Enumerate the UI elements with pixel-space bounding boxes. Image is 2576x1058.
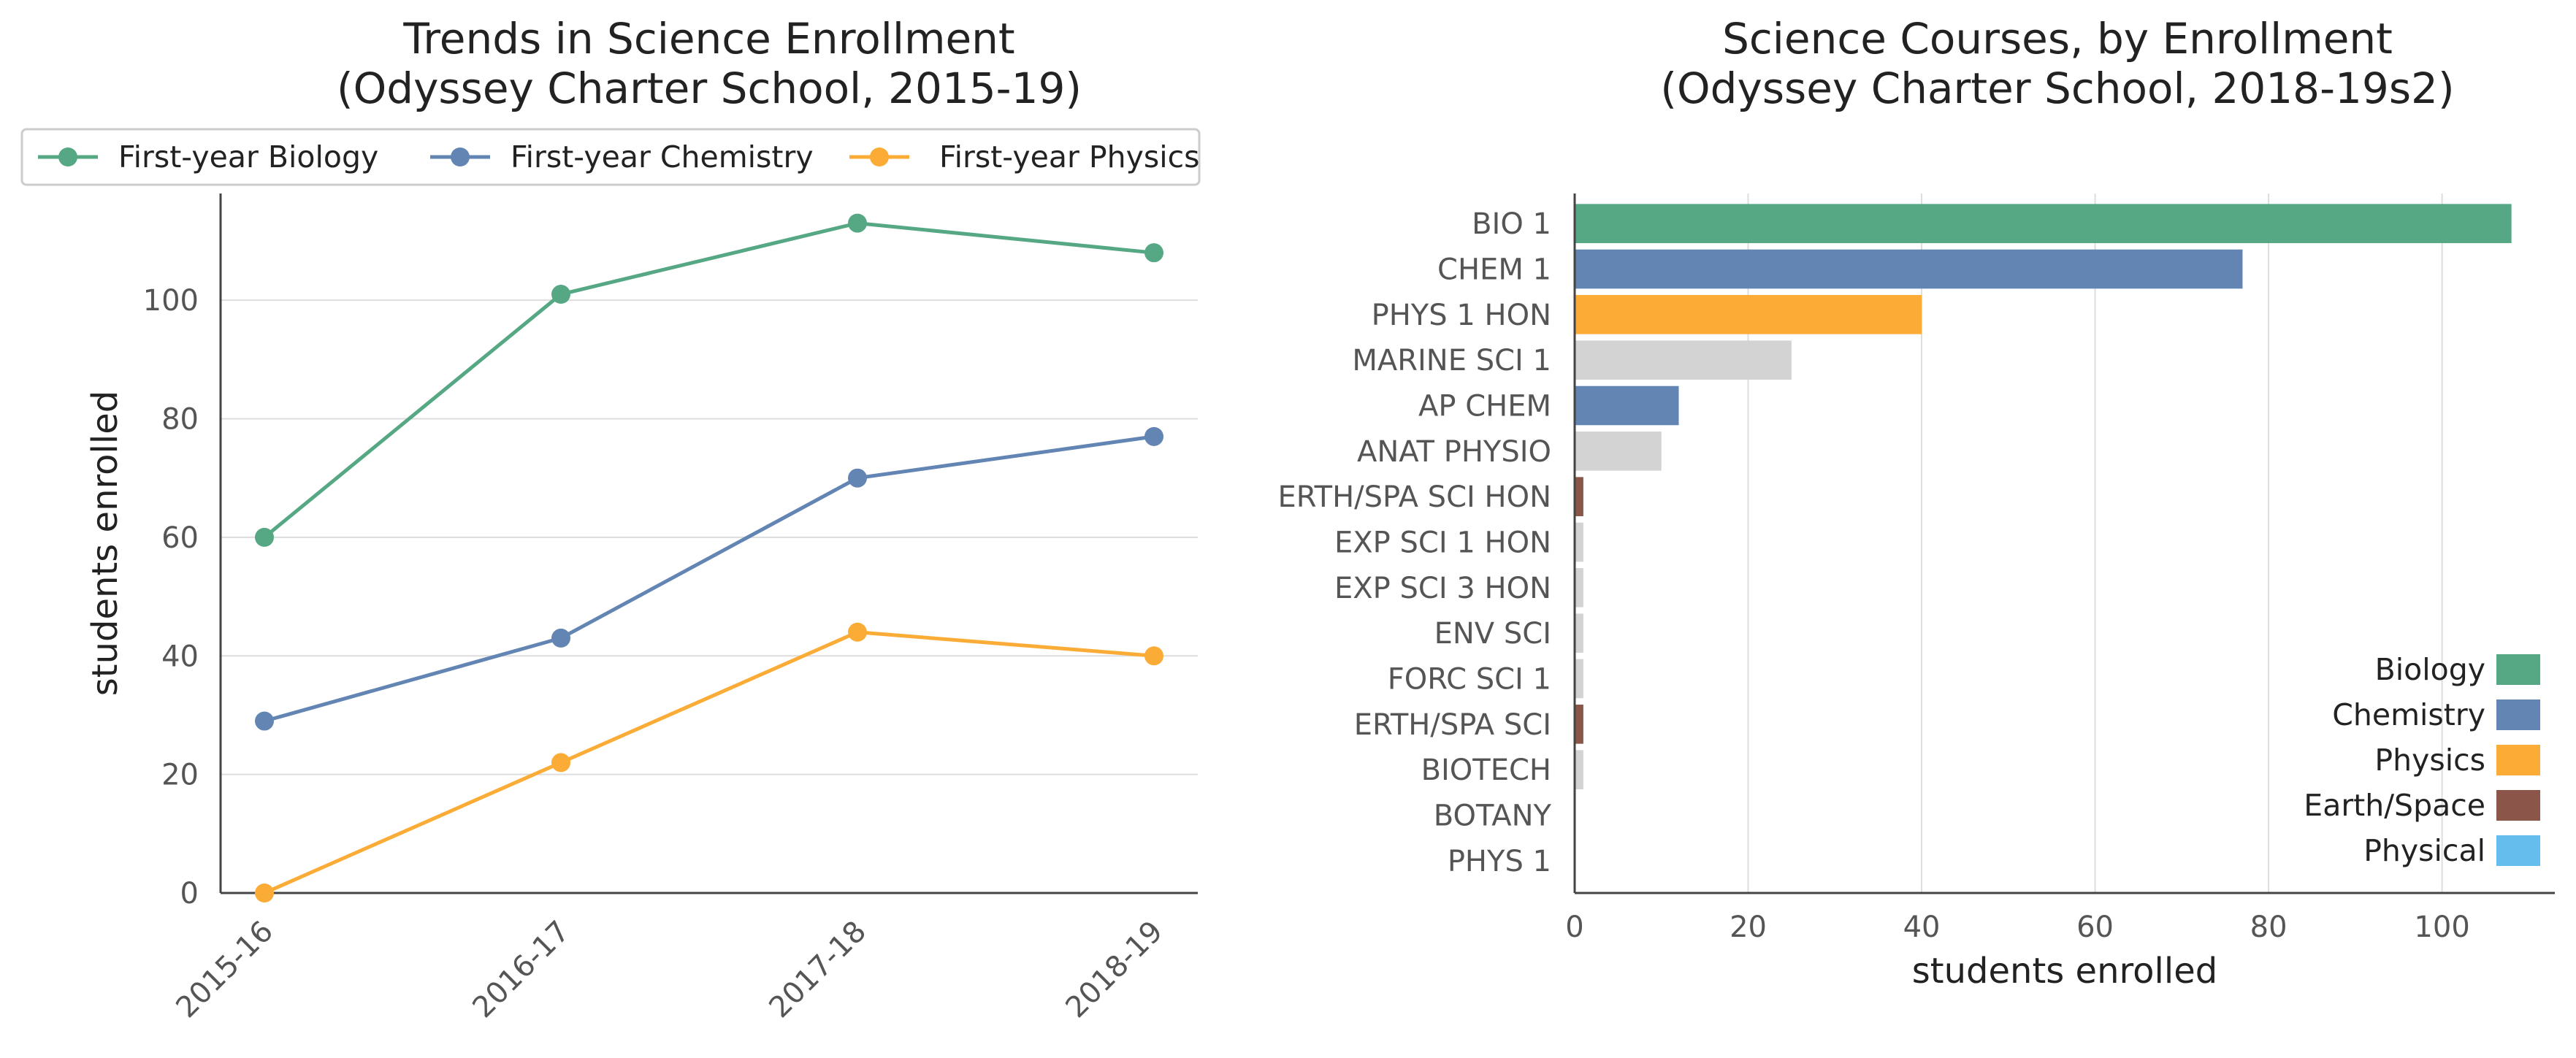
y-tick-label: 80 [161,403,199,437]
data-point [1144,243,1163,263]
course-bar [1575,340,1792,380]
x-tick-label: 40 [1903,911,1941,944]
course-label: PHYS 1 HON [1372,299,1551,332]
course-bar [1575,295,1922,334]
x-tick-label: 60 [2076,911,2114,944]
course-label: EXP SCI 1 HON [1334,526,1551,560]
course-label: PHYS 1 [1448,845,1551,878]
course-label: BIO 1 [1472,207,1551,241]
legend-label: Biology [2375,652,2485,687]
course-bar [1575,204,2512,243]
course-bar [1575,522,1583,562]
series-line [263,630,1155,895]
course-label: ERTH/SPA SCI HON [1278,480,1552,514]
x-tick-label: 2016-17 [466,915,576,1025]
x-tick-label: 0 [1565,911,1583,944]
legend-marker [870,147,889,166]
line-chart-legend [20,128,1201,186]
y-axis-label: students enrolled [85,391,126,696]
bar-chart: Science Courses, by Enrollment(Odyssey C… [1278,14,2555,992]
bar-chart-subtitle: (Odyssey Charter School, 2018-19s2) [1660,64,2454,113]
y-tick-label: 60 [161,521,199,555]
legend-label: Earth/Space [2304,788,2485,823]
legend-swatch [2496,835,2540,866]
course-bar [1575,386,1679,426]
course-bar [1575,750,1583,789]
course-label: ANAT PHYSIO [1357,435,1551,469]
line-chart: Trends in Science Enrollment(Odyssey Cha… [20,14,1201,1025]
x-axis-label: students enrolled [1912,951,2217,992]
course-label: EXP SCI 3 HON [1334,572,1551,605]
data-point [848,622,867,642]
course-label: CHEM 1 [1437,253,1551,287]
bar-chart-title: Science Courses, by Enrollment [1722,14,2393,64]
course-bar [1575,477,1583,516]
course-bar [1575,568,1583,607]
legend-swatch [2496,790,2540,821]
x-tick-label: 20 [1730,911,1767,944]
legend-label: First-year Physics [939,139,1200,175]
y-tick-label: 100 [143,284,199,318]
data-point [255,527,274,547]
y-tick-label: 20 [161,759,199,792]
data-point [551,285,570,304]
x-tick-label: 2015-16 [169,915,280,1025]
legend-marker [451,147,470,166]
line-chart-subtitle: (Odyssey Charter School, 2015-19) [337,64,1082,113]
data-point [255,711,274,731]
course-label: ENV SCI [1434,617,1551,651]
legend-marker [58,147,77,166]
data-point [551,753,570,773]
y-tick-label: 40 [161,640,199,673]
x-tick-label: 2017-18 [763,915,873,1025]
x-tick-label: 2018-19 [1059,915,1169,1025]
legend-swatch [2496,699,2540,730]
course-label: BIOTECH [1421,754,1551,787]
course-bar [1575,249,2243,289]
legend-label: Physical [2363,833,2485,868]
x-tick-label: 100 [2414,911,2469,944]
data-point [848,468,867,488]
legend-swatch [2496,654,2540,685]
data-point [848,213,867,233]
x-tick-label: 80 [2250,911,2288,944]
legend-label: Physics [2374,743,2485,778]
series-line [263,221,1155,539]
legend-label: First-year Chemistry [511,139,814,175]
course-label: BOTANY [1434,800,1552,833]
data-point [1144,646,1163,666]
course-label: MARINE SCI 1 [1352,344,1551,377]
course-bar [1575,613,1583,653]
data-point [551,628,570,648]
legend-label: First-year Biology [118,139,378,175]
data-point [1144,426,1163,446]
course-label: FORC SCI 1 [1388,663,1551,697]
series-line [264,434,1155,723]
course-label: ERTH/SPA SCI [1354,708,1551,742]
legend-label: Chemistry [2332,697,2485,732]
course-bar [1575,705,1583,744]
y-tick-label: 0 [180,877,199,911]
line-chart-title: Trends in Science Enrollment [402,14,1014,64]
legend-swatch [2496,745,2540,775]
data-point [255,883,274,902]
course-label: AP CHEM [1418,390,1551,423]
course-bar [1575,659,1583,699]
course-bar [1575,432,1662,471]
